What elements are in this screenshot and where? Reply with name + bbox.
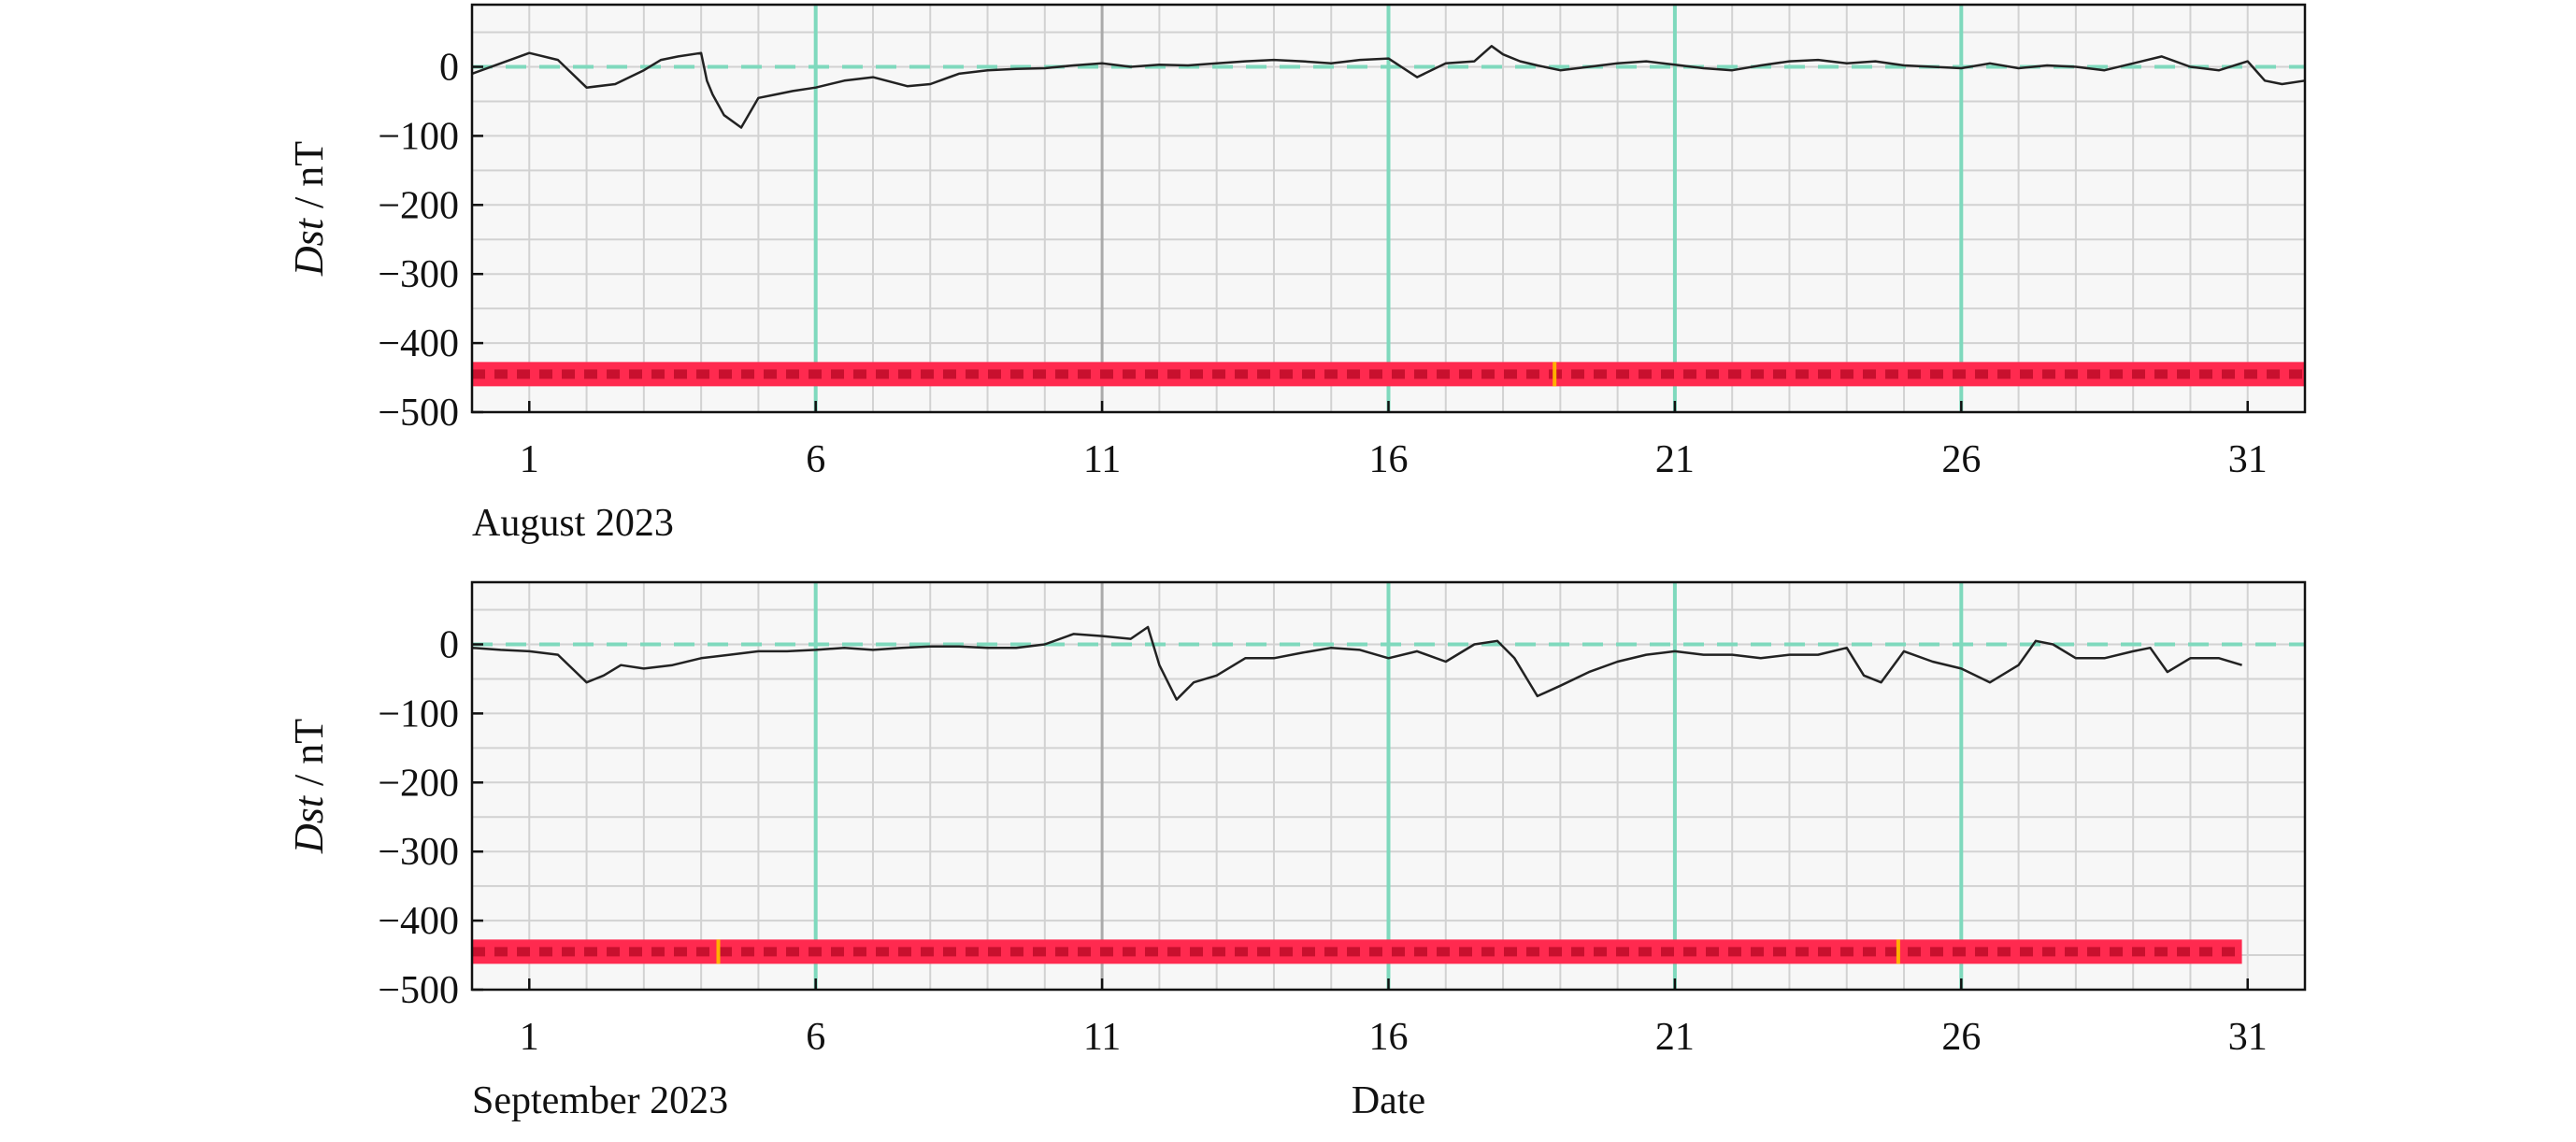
- y-tick-label: −500: [378, 969, 459, 1012]
- x-tick-label: 21: [1655, 438, 1695, 481]
- y-tick-label: −300: [378, 253, 459, 296]
- x-axis-label: Date: [1352, 1079, 1425, 1122]
- y-tick-label: −400: [378, 322, 459, 365]
- y-axis-label-symbol: Dst: [286, 794, 332, 854]
- y-tick-label: −100: [378, 692, 459, 735]
- x-tick-label: 11: [1083, 438, 1121, 481]
- x-tick-label: 6: [806, 1016, 825, 1059]
- y-tick-label: −500: [378, 392, 459, 435]
- x-tick-label: 11: [1083, 1016, 1121, 1059]
- y-tick-label: −300: [378, 831, 459, 874]
- month-label: September 2023: [472, 1079, 728, 1122]
- y-tick-label: 0: [439, 47, 459, 90]
- y-axis-label-symbol: Dst: [286, 217, 332, 277]
- x-tick-label: 31: [2228, 438, 2268, 481]
- y-tick-label: −100: [378, 115, 459, 158]
- y-axis-label: Dst / nT: [286, 719, 332, 854]
- x-tick-label: 6: [806, 438, 825, 481]
- x-tick-label: 26: [1941, 438, 1981, 481]
- band-orange-marker: [1553, 362, 1556, 386]
- y-tick-label: 0: [439, 624, 459, 667]
- y-tick-label: −200: [378, 184, 459, 227]
- y-axis-label-unit: / nT: [286, 719, 332, 796]
- band-orange-marker: [717, 939, 721, 964]
- x-tick-label: 1: [520, 438, 539, 481]
- y-axis-label: Dst / nT: [286, 141, 332, 277]
- x-tick-label: 16: [1369, 438, 1409, 481]
- y-tick-label: −200: [378, 762, 459, 805]
- x-tick-label: 21: [1655, 1016, 1695, 1059]
- band-orange-marker: [1896, 939, 1900, 964]
- y-axis-label-unit: / nT: [286, 141, 332, 219]
- x-tick-label: 26: [1941, 1016, 1981, 1059]
- x-tick-label: 16: [1369, 1016, 1409, 1059]
- y-tick-label: −400: [378, 900, 459, 943]
- x-tick-label: 1: [520, 1016, 539, 1059]
- x-tick-label: 31: [2228, 1016, 2268, 1059]
- month-label: August 2023: [472, 502, 674, 545]
